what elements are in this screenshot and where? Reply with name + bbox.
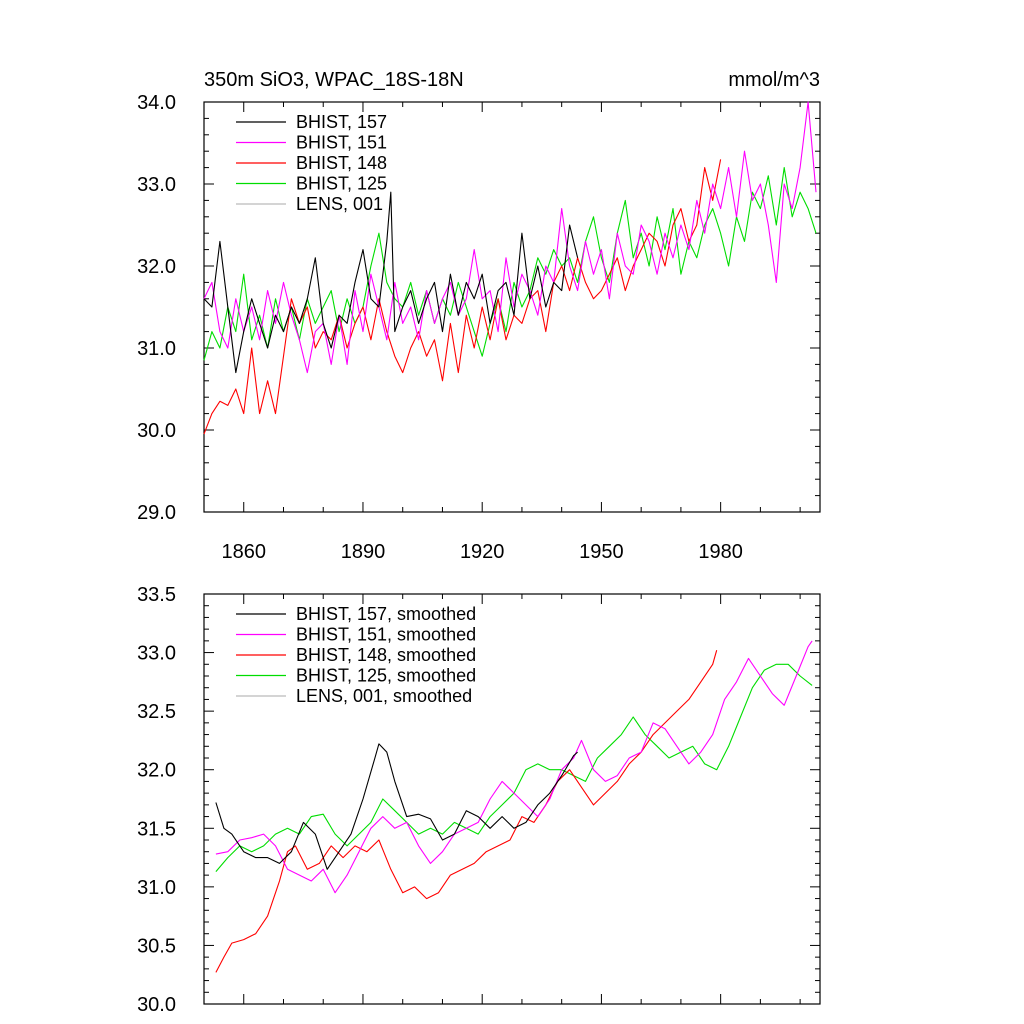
legend-label: BHIST, 157, smoothed bbox=[296, 604, 476, 624]
series-line-1 bbox=[203, 101, 817, 374]
series-line-3 bbox=[203, 167, 817, 361]
bottom-panel: 30.0 30.5 31.0 31.5 32.0 32.5 33.0 33.5 BHIST, 1… bbox=[137, 584, 821, 1016]
plot-frame bbox=[203, 593, 821, 1005]
y-tick-label: 31.0 bbox=[137, 338, 176, 360]
x-tick-label: 1860 bbox=[221, 541, 266, 563]
y-tick-label: 32.5 bbox=[137, 701, 176, 723]
legend-label: BHIST, 148 bbox=[296, 153, 387, 173]
y-tick-label: 33.0 bbox=[137, 174, 176, 196]
y-tick-label: 31.5 bbox=[137, 818, 176, 840]
plot-frame bbox=[203, 101, 821, 513]
top-panel: 29.0 30.0 31.0 32.0 33.0 34.0 1860 1890 1920 1950… bbox=[137, 92, 821, 563]
y-tick-label: 32.0 bbox=[137, 256, 176, 278]
y-tick-label: 30.0 bbox=[137, 994, 176, 1016]
x-tick-label: 1920 bbox=[460, 541, 505, 563]
legend-label: BHIST, 125, smoothed bbox=[296, 666, 476, 686]
units-label: mmol/m^3 bbox=[728, 69, 820, 91]
y-tick-label: 34.0 bbox=[137, 92, 176, 114]
y-tick-label: 29.0 bbox=[137, 502, 176, 524]
series-line-0 bbox=[203, 191, 579, 374]
series-line-2 bbox=[215, 650, 718, 973]
series-line-0 bbox=[215, 743, 578, 870]
legend-label: BHIST, 125 bbox=[296, 174, 387, 194]
legend-label: BHIST, 157 bbox=[296, 112, 387, 132]
x-tick-label: 1980 bbox=[698, 541, 743, 563]
legend-label: BHIST, 148, smoothed bbox=[296, 645, 476, 665]
y-tick-label: 32.0 bbox=[137, 760, 176, 782]
y-tick-label: 33.5 bbox=[137, 584, 176, 606]
y-tick-label: 30.5 bbox=[137, 935, 176, 957]
legend-label: LENS, 001 bbox=[296, 194, 383, 214]
series-line-1 bbox=[215, 640, 813, 894]
y-tick-label: 30.0 bbox=[137, 420, 176, 442]
x-tick-label: 1950 bbox=[579, 541, 624, 563]
legend-label: BHIST, 151 bbox=[296, 133, 387, 153]
chart-title: 350m SiO3, WPAC_18S-18N bbox=[204, 69, 464, 91]
x-tick-label: 1890 bbox=[341, 541, 386, 563]
y-tick-label: 31.0 bbox=[137, 877, 176, 899]
legend-label: BHIST, 151, smoothed bbox=[296, 625, 476, 645]
legend-label: LENS, 001, smoothed bbox=[296, 686, 472, 706]
y-tick-label: 33.0 bbox=[137, 643, 176, 665]
